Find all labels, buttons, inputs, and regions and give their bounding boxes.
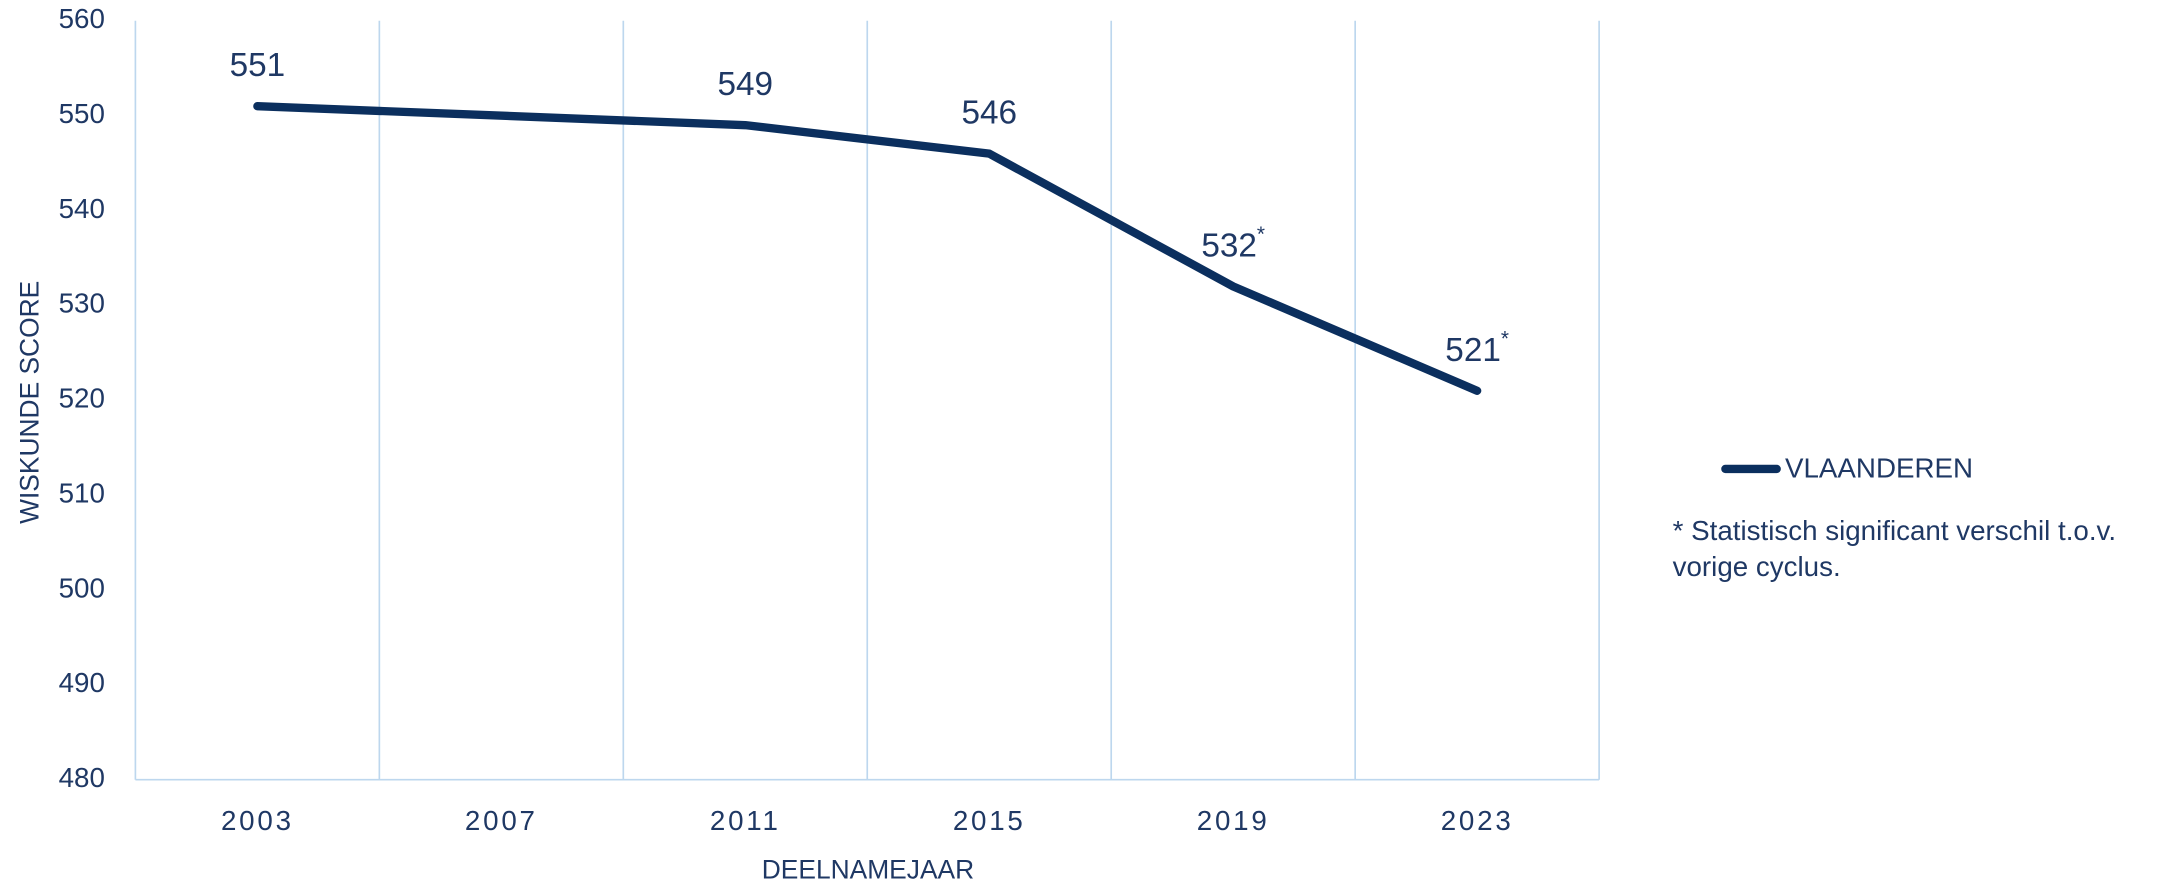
x-axis-title: DEELNAMEJAAR — [762, 854, 974, 881]
data-label: 551 — [230, 47, 286, 84]
legend-label: VLAANDEREN — [1785, 453, 1973, 484]
y-tick-label: 550 — [59, 98, 105, 129]
x-tick-label: 2015 — [953, 805, 1026, 836]
y-tick-label: 560 — [59, 3, 105, 34]
y-tick-label: 530 — [59, 288, 105, 319]
y-axis-title: WISKUNDE SCORE — [14, 281, 44, 524]
note: * Statistisch significant verschil t.o.v… — [1673, 515, 2116, 546]
x-tick-label: 2003 — [221, 805, 294, 836]
data-label: 532* — [1201, 223, 1265, 265]
y-tick-label: 540 — [59, 193, 105, 224]
x-tick-label: 2011 — [710, 805, 781, 836]
x-tick-label: 2023 — [1441, 805, 1514, 836]
y-tick-label: 480 — [59, 762, 105, 793]
y-tick-label: 510 — [59, 477, 105, 508]
note: vorige cyclus. — [1673, 551, 1841, 582]
data-label: 521* — [1445, 327, 1509, 369]
y-tick-label: 500 — [59, 572, 105, 603]
data-label: 546 — [961, 95, 1017, 132]
x-tick-label: 2007 — [465, 805, 538, 836]
y-tick-label: 520 — [59, 383, 105, 414]
y-tick-label: 490 — [59, 667, 105, 698]
x-tick-label: 2019 — [1197, 805, 1270, 836]
series-line — [253, 102, 1482, 395]
data-label: 549 — [718, 66, 774, 103]
